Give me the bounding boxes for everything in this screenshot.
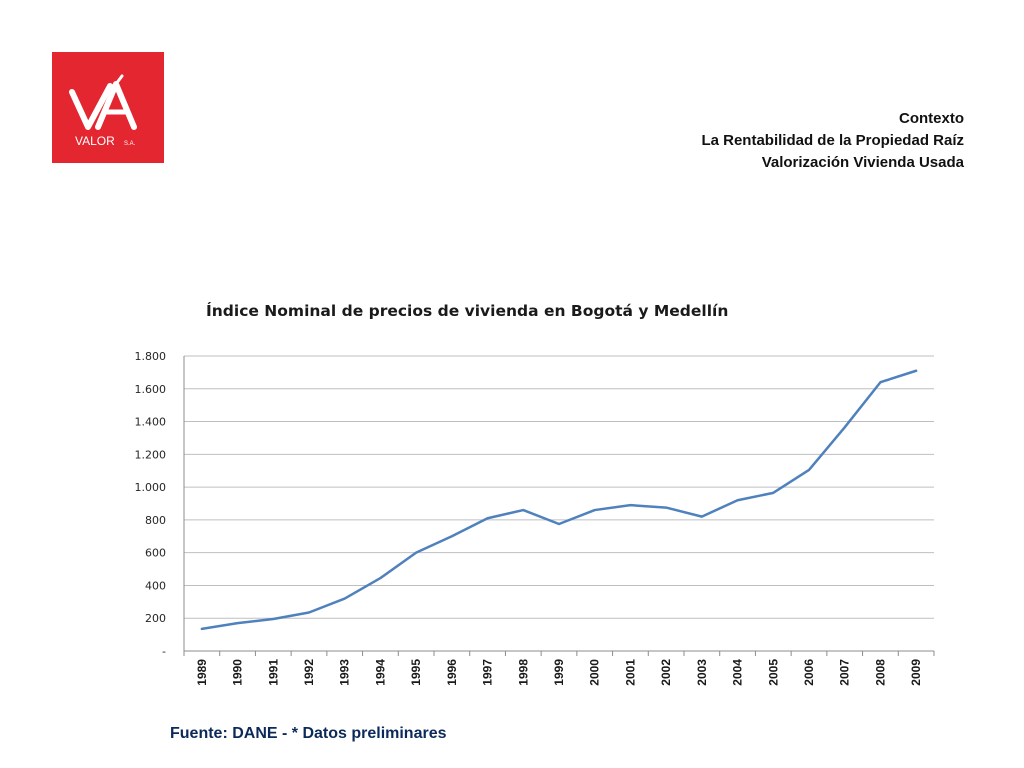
y-tick-label: 400: [145, 579, 166, 592]
x-tick-label: 1997: [481, 659, 495, 686]
series-line: [200, 369, 918, 631]
logo-mark-icon: [69, 74, 137, 130]
x-tick-label: 2001: [623, 659, 637, 686]
y-tick-label: 800: [145, 514, 166, 527]
chart-title: Índice Nominal de precios de vivienda en…: [206, 302, 729, 320]
y-tick-label: 200: [145, 612, 166, 625]
x-tick-label: 2007: [838, 659, 852, 686]
x-tick-label: 1993: [338, 659, 352, 686]
x-tick-label: 2008: [873, 659, 887, 686]
header-line-3: Valorización Vivienda Usada: [761, 154, 964, 171]
y-tick-label: 1.400: [135, 416, 167, 429]
valor-logo: VALOR S.A.: [52, 52, 164, 163]
x-tick-label: 1990: [231, 659, 245, 686]
y-tick-label: 1.600: [135, 383, 167, 396]
slide-header: Contexto La Rentabilidad de la Propiedad…: [701, 108, 964, 174]
x-tick-label: 2004: [731, 659, 745, 686]
y-tick-label: 1.000: [135, 481, 167, 494]
y-tick-label: -: [162, 645, 166, 658]
y-tick-label: 1.200: [135, 448, 167, 461]
x-tick-label: 2005: [766, 659, 780, 686]
x-tick-label: 1992: [302, 659, 316, 686]
x-tick-label: 1998: [516, 659, 530, 686]
y-tick-label: 1.800: [135, 350, 167, 363]
x-tick-label: 1989: [195, 659, 209, 686]
x-tick-label: 1999: [552, 659, 566, 686]
x-tick-label: 1994: [373, 659, 387, 686]
y-tick-label: 600: [145, 547, 166, 560]
x-tick-label: 2009: [909, 659, 923, 686]
x-tick-label: 1991: [266, 659, 280, 686]
header-line-1: Contexto: [899, 110, 964, 127]
logo-text: VALOR: [75, 134, 115, 148]
source-note: Fuente: DANE - * Datos preliminares: [170, 725, 447, 742]
x-tick-label: 2000: [588, 659, 602, 686]
x-tick-label: 2002: [659, 659, 673, 686]
header-line-2: La Rentabilidad de la Propiedad Raíz: [701, 132, 964, 149]
x-tick-label: 1996: [445, 659, 459, 686]
logo-suffix: S.A.: [124, 141, 136, 147]
x-tick-label: 2006: [802, 659, 816, 686]
x-tick-label: 1995: [409, 659, 423, 686]
x-tick-label: 2003: [695, 659, 709, 686]
